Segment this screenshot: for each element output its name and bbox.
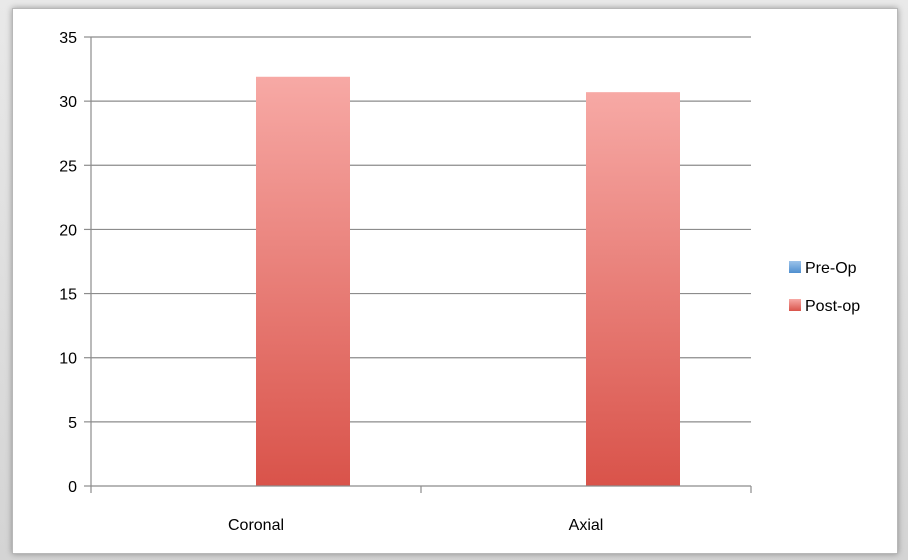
bar-chart: 0 5 10 15 20 25 30 35 Coronal Axial Pre-Op Post-op [59, 30, 860, 534]
y-tick-label: 30 [59, 94, 77, 111]
legend-swatch [789, 299, 801, 311]
bar-post-op-coronal [256, 76, 350, 487]
axes: 0 5 10 15 20 25 30 35 Coronal Axial [59, 30, 752, 534]
y-tick-label: 0 [68, 479, 77, 496]
x-tick-label: Coronal [228, 517, 284, 534]
y-tick-label: 5 [68, 415, 77, 432]
y-tick-label: 35 [59, 30, 77, 47]
y-tick-label: 10 [59, 351, 77, 368]
bars [256, 76, 680, 487]
y-tick-label: 25 [59, 158, 77, 175]
legend: Pre-Op Post-op [789, 260, 860, 315]
grid-lines [91, 36, 751, 423]
legend-label: Post-op [805, 298, 860, 315]
legend-label: Pre-Op [805, 260, 857, 277]
legend-swatch [789, 261, 801, 273]
y-tick-label: 15 [59, 287, 77, 304]
bar-post-op-axial [586, 92, 680, 487]
chart-area: 0 5 10 15 20 25 30 35 Coronal Axial Pre-Op Post-op [12, 8, 898, 554]
x-tick-label: Axial [569, 517, 604, 534]
y-tick-label: 20 [59, 222, 77, 239]
